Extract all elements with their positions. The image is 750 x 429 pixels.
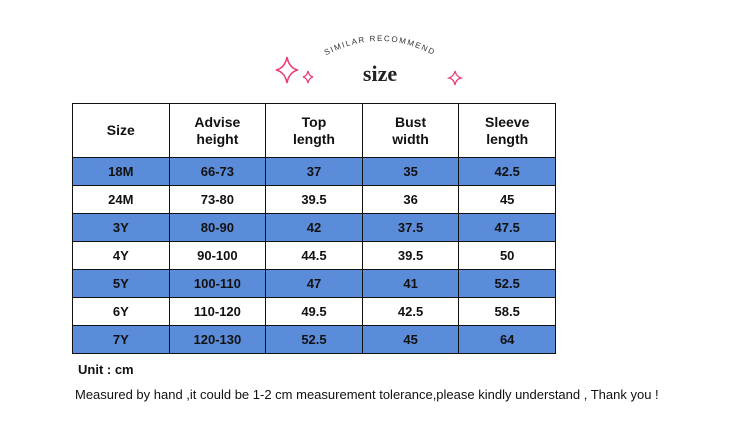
header-row: Size Advise height Top length Bust width Sle… — [72, 103, 556, 158]
table-row: 4Y 90-100 44.5 39.5 50 — [72, 241, 556, 270]
table-cell: 120-130 — [168, 325, 267, 354]
table-cell: 45 — [361, 325, 460, 354]
table-cell: 45 — [458, 185, 556, 214]
header: SIMILAR RECOMMEND size — [275, 34, 464, 86]
table-cell: 24M — [72, 185, 170, 214]
table-cell: 42.5 — [458, 157, 556, 186]
table-cell: 64 — [458, 325, 556, 354]
table-cell: 35 — [361, 157, 460, 186]
table-cell: 42.5 — [361, 297, 460, 326]
table-cell: 44.5 — [265, 241, 363, 270]
column-header: Bust width — [361, 103, 460, 158]
sparkle — [275, 56, 299, 84]
sparkle — [302, 70, 314, 84]
table-cell: 7Y — [72, 325, 170, 354]
size-table: Size Advise height Top length Bust width Sle… — [72, 103, 556, 354]
table-cell: 47.5 — [458, 213, 556, 242]
table-cell: 80-90 — [168, 213, 267, 242]
table-cell: 37.5 — [361, 213, 460, 242]
table-cell: 18M — [72, 157, 170, 186]
table-cell: 41 — [361, 269, 460, 298]
table-cell: 37 — [265, 157, 363, 186]
table-row: 3Y 80-90 42 37.5 47.5 — [72, 213, 556, 242]
table-cell: 39.5 — [361, 241, 460, 270]
table-row: 5Y 100-110 47 41 52.5 — [72, 269, 556, 298]
column-header: Top length — [265, 103, 363, 158]
tolerance-note: Measured by hand ,it could be 1-2 cm mea… — [75, 387, 659, 402]
table-cell: 73-80 — [168, 185, 267, 214]
column-header: Advise height — [168, 103, 267, 158]
column-header-text: Bust width — [392, 113, 429, 147]
table-cell: 90-100 — [168, 241, 267, 270]
table-cell: 66-73 — [168, 157, 267, 186]
title: size — [363, 61, 397, 86]
table-cell: 39.5 — [265, 185, 363, 214]
table-row: 18M 66-73 37 35 42.5 — [72, 157, 556, 186]
table-cell: 52.5 — [458, 269, 556, 298]
table-cell: 3Y — [72, 213, 170, 242]
table-cell: 5Y — [72, 269, 170, 298]
unit-note: Unit : cm — [78, 362, 134, 377]
column-header: Sleeve length — [458, 103, 556, 158]
column-header-text: Size — [106, 122, 135, 138]
table-cell: 42 — [265, 213, 363, 242]
column-header: Size — [72, 103, 170, 158]
table-row: 6Y 110-120 49.5 42.5 58.5 — [72, 297, 556, 326]
column-header-text: Top length — [292, 113, 335, 147]
table-cell: 6Y — [72, 297, 170, 326]
table-row: 7Y 120-130 52.5 45 64 — [72, 325, 556, 354]
table-cell: 47 — [265, 269, 363, 298]
table-cell: 110-120 — [168, 297, 267, 326]
column-header-text: Sleeve length — [485, 113, 530, 147]
table-cell: 100-110 — [168, 269, 267, 298]
column-header-text: Advise height — [194, 113, 241, 147]
table-cell: 36 — [361, 185, 460, 214]
table-cell: 52.5 — [265, 325, 363, 354]
table-row: 24M 73-80 39.5 36 45 — [72, 185, 556, 214]
table-cell: 50 — [458, 241, 556, 270]
table-cell: 4Y — [72, 241, 170, 270]
table-cell: 58.5 — [458, 297, 556, 326]
sparkle — [446, 70, 464, 86]
subtitle-text: SIMILAR RECOMMEND — [323, 34, 436, 57]
subtitle: SIMILAR RECOMMEND — [323, 34, 437, 57]
table-cell: 49.5 — [265, 297, 363, 326]
